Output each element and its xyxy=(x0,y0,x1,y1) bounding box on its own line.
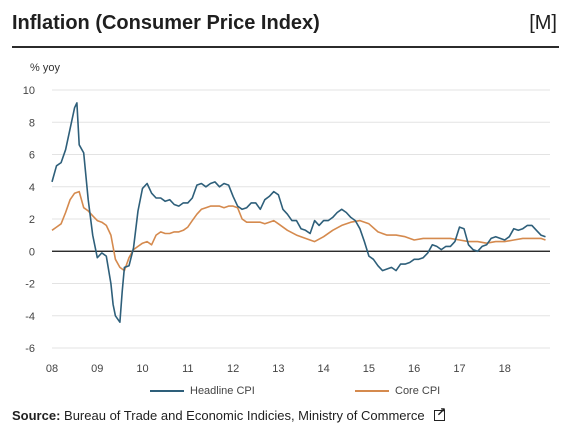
y-tick-label: 2 xyxy=(29,214,35,226)
x-tick-label: 17 xyxy=(453,363,465,375)
x-tick-label: 10 xyxy=(136,363,148,375)
legend-swatch-core xyxy=(355,390,389,392)
x-tick-label: 18 xyxy=(499,363,511,375)
y-tick-label: 4 xyxy=(29,182,35,194)
external-link-icon[interactable] xyxy=(434,405,446,421)
source-text: Bureau of Trade and Economic Indicies, M… xyxy=(64,408,425,423)
y-tick-label: 6 xyxy=(29,150,35,162)
x-tick-label: 11 xyxy=(182,363,193,375)
x-tick-label: 09 xyxy=(91,363,103,375)
x-tick-label: 08 xyxy=(46,363,58,375)
frequency-label: [M] xyxy=(529,12,557,34)
legend-item-core: Core CPI xyxy=(355,385,440,397)
source-label: Source: xyxy=(12,408,61,423)
x-tick-label: 14 xyxy=(318,363,330,375)
legend-label-headline: Headline CPI xyxy=(190,385,255,397)
legend-label-core: Core CPI xyxy=(395,385,441,397)
y-tick-label: -4 xyxy=(25,311,35,323)
page-title: Inflation (Consumer Price Index) xyxy=(12,12,320,34)
x-tick-label: 15 xyxy=(363,363,375,375)
y-tick-label: 8 xyxy=(29,117,35,129)
y-tick-label: 0 xyxy=(29,246,35,258)
y-tick-label: 10 xyxy=(23,85,35,97)
y-axis-unit-label: % yoy xyxy=(30,62,60,74)
legend-swatch-headline xyxy=(150,390,184,392)
series-line-headline-cpi xyxy=(51,102,546,324)
x-tick-label: 12 xyxy=(227,363,239,375)
title-divider xyxy=(12,46,559,48)
x-tick-label: 16 xyxy=(408,363,420,375)
series-line-core-cpi xyxy=(51,190,546,272)
x-tick-label: 13 xyxy=(272,363,284,375)
y-tick-label: -2 xyxy=(25,279,35,291)
legend-item-headline: Headline CPI xyxy=(150,385,255,397)
source-note: Source: Bureau of Trade and Economic Ind… xyxy=(12,405,446,423)
y-tick-label: -6 xyxy=(25,343,35,355)
